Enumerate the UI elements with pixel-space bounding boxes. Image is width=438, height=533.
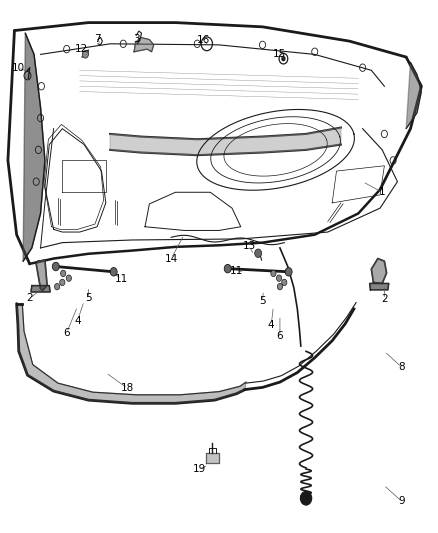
Text: 2: 2 <box>26 293 33 303</box>
Text: 2: 2 <box>381 294 388 304</box>
Circle shape <box>60 279 65 286</box>
Circle shape <box>276 275 282 281</box>
Text: 6: 6 <box>277 332 283 342</box>
Text: 5: 5 <box>259 296 266 306</box>
Circle shape <box>281 56 286 61</box>
Text: 18: 18 <box>121 383 134 393</box>
Text: 8: 8 <box>399 362 405 372</box>
Circle shape <box>60 270 66 277</box>
Text: 11: 11 <box>230 266 243 276</box>
Text: 14: 14 <box>165 254 178 263</box>
Text: 11: 11 <box>114 274 128 284</box>
Text: 3: 3 <box>133 34 140 44</box>
Text: 9: 9 <box>399 496 405 506</box>
Text: 15: 15 <box>273 50 286 59</box>
Polygon shape <box>370 284 389 290</box>
Circle shape <box>52 262 59 271</box>
Circle shape <box>282 279 287 286</box>
Text: 4: 4 <box>74 316 81 326</box>
Circle shape <box>54 284 60 290</box>
Text: 4: 4 <box>268 320 275 330</box>
Polygon shape <box>206 453 219 463</box>
Polygon shape <box>134 37 154 52</box>
Polygon shape <box>36 260 47 290</box>
Circle shape <box>82 51 88 58</box>
Polygon shape <box>110 127 341 155</box>
Circle shape <box>254 249 261 257</box>
Text: 12: 12 <box>74 44 88 54</box>
Circle shape <box>277 284 283 290</box>
Circle shape <box>300 491 312 505</box>
Text: 13: 13 <box>243 241 256 252</box>
Text: 1: 1 <box>379 187 385 197</box>
Text: 16: 16 <box>197 35 210 45</box>
Text: 7: 7 <box>94 34 100 44</box>
Polygon shape <box>406 62 421 128</box>
Circle shape <box>66 275 71 281</box>
Circle shape <box>224 264 231 273</box>
Text: 6: 6 <box>64 328 70 338</box>
Polygon shape <box>23 33 45 261</box>
Polygon shape <box>31 286 50 292</box>
Polygon shape <box>17 304 246 403</box>
Text: 19: 19 <box>193 464 206 474</box>
Circle shape <box>110 268 117 276</box>
Text: 10: 10 <box>11 63 25 72</box>
Polygon shape <box>371 259 387 284</box>
Circle shape <box>271 270 276 277</box>
Text: 5: 5 <box>85 293 92 303</box>
Circle shape <box>285 268 292 276</box>
